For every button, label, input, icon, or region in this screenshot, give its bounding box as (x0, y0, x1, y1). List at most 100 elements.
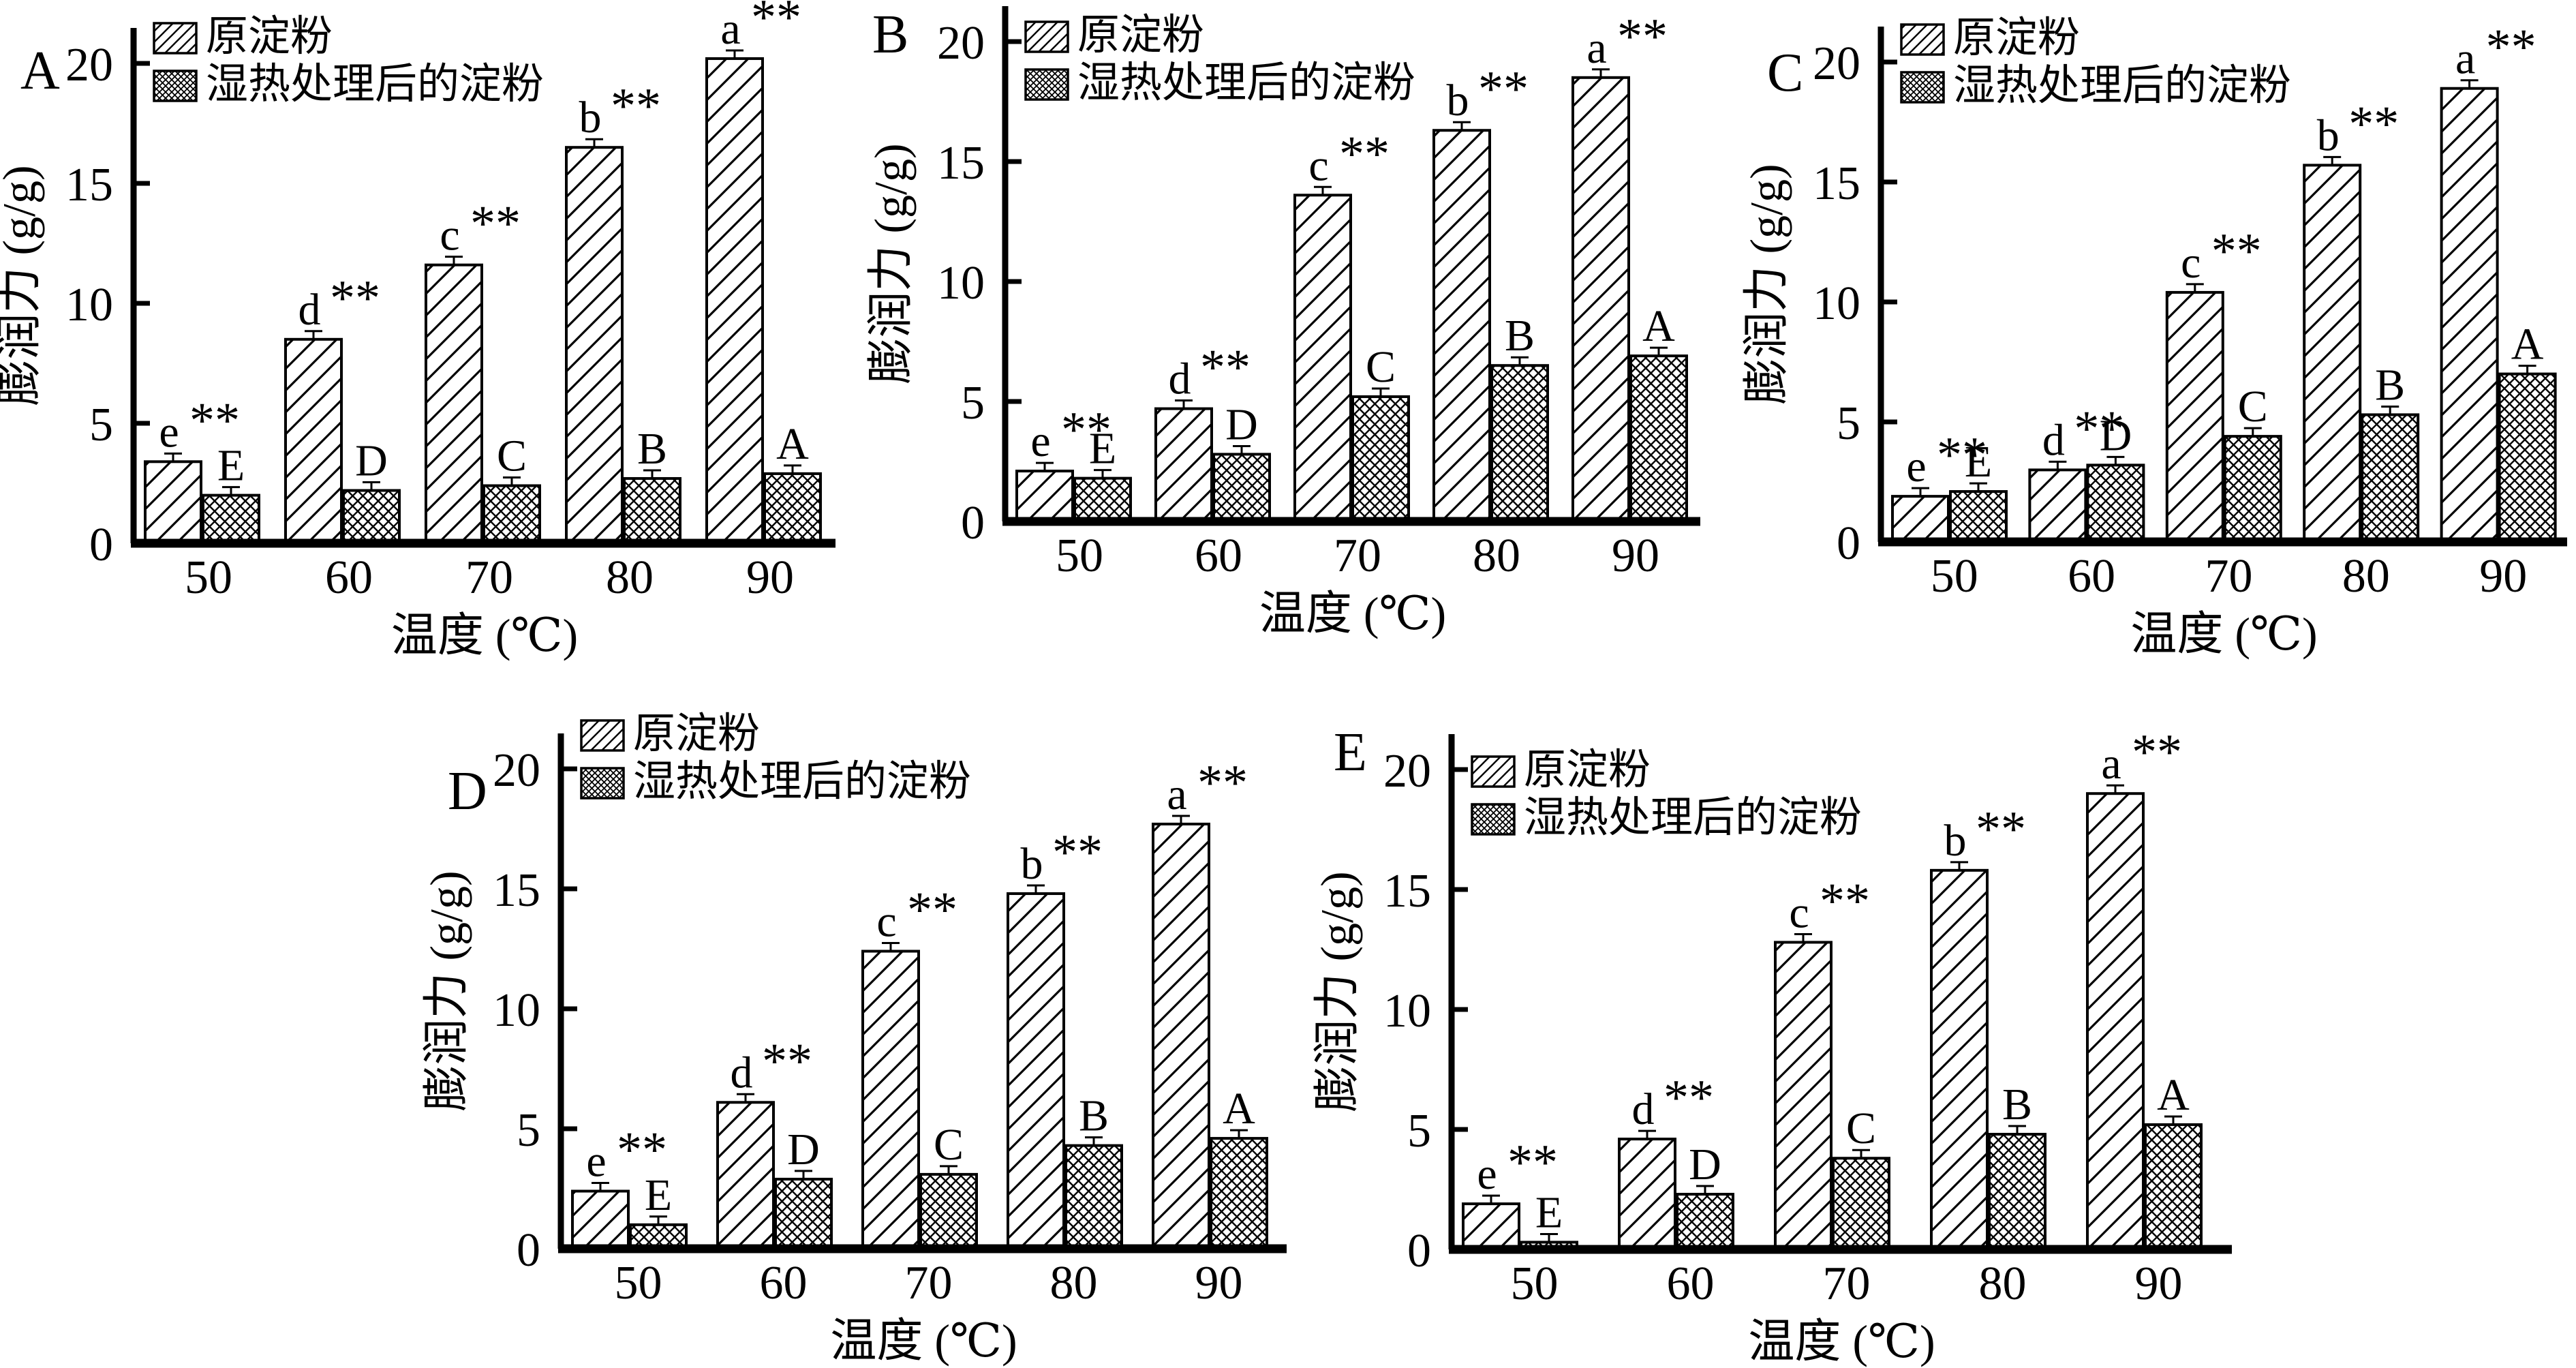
y-tick-label-5: 5 (1837, 397, 1860, 450)
bar-native-60 (284, 337, 343, 545)
sig-stars-60: ** (1663, 1070, 1714, 1126)
legend-swatch-native-icon (1471, 755, 1516, 788)
sig-letter-treated-80: B (2375, 360, 2405, 410)
error-bar-native-60 (1638, 1129, 1656, 1140)
x-axis-title: 温度 (℃) (1259, 588, 1446, 639)
y-tick-label-0: 0 (1407, 1225, 1431, 1277)
bar-native-50 (571, 1189, 630, 1251)
sig-letter-native-80: b (1447, 76, 1469, 125)
error-bar-native-50 (1912, 487, 1929, 497)
error-bar-native-80 (2323, 155, 2342, 166)
bar-native-80 (1432, 129, 1491, 523)
sig-letter-native-70: c (1308, 140, 1328, 190)
y-tick-label-0: 0 (89, 519, 113, 571)
legend-label-native: 原淀粉 (206, 14, 333, 60)
sig-letter-treated-60: D (1689, 1140, 1721, 1189)
error-bar-native-90 (726, 49, 743, 59)
sig-letter-native-50: e (159, 407, 179, 457)
error-bar-native-70 (1314, 185, 1332, 196)
legend-label-treated: 湿热处理后的淀粉 (1524, 795, 1862, 841)
sig-letter-native-50: e (1477, 1149, 1497, 1199)
x-tick-label-70: 70 (2205, 550, 2253, 603)
sig-letter-treated-50: E (1535, 1187, 1563, 1237)
bar-native-80 (565, 146, 624, 545)
y-tick-label-10: 10 (1813, 277, 1860, 330)
sig-stars-80: ** (1052, 825, 1103, 881)
x-tick-label-50: 50 (1056, 530, 1103, 582)
error-bar-native-90 (1592, 68, 1610, 78)
legend-label-native: 原淀粉 (1524, 747, 1651, 793)
y-tick-label-10: 10 (493, 984, 540, 1037)
sig-stars-90: ** (751, 0, 801, 46)
y-tick-label-20: 20 (493, 744, 540, 797)
error-bar-treated-70 (503, 476, 521, 486)
sig-stars-80: ** (611, 78, 661, 134)
sig-stars-90: ** (1197, 755, 1248, 811)
bar-native-50 (1891, 495, 1950, 543)
sig-stars-60: ** (1200, 340, 1251, 396)
bar-treated-90 (1629, 354, 1688, 523)
legend-label-treated: 湿热处理后的淀粉 (206, 61, 544, 108)
error-bar-treated-80 (2008, 1125, 2026, 1135)
bar-treated-70 (1351, 395, 1410, 523)
x-axis-title: 温度 (℃) (391, 609, 578, 661)
legend-swatch-native-icon (580, 719, 625, 752)
error-bar-treated-70 (940, 1165, 957, 1174)
panel-label: B (872, 5, 908, 65)
sig-letter-treated-90: A (1223, 1084, 1255, 1134)
bar-native-70 (425, 263, 483, 545)
sig-letter-treated-50: E (217, 441, 245, 491)
y-axis-title: 膨润力 (g/g) (1741, 164, 1792, 404)
sig-stars-60: ** (2074, 401, 2124, 457)
x-tick-label-70: 70 (465, 551, 513, 604)
x-tick-label-60: 60 (1195, 530, 1242, 582)
y-tick-label-0: 0 (961, 497, 985, 549)
x-axis-title: 温度 (℃) (1748, 1316, 1935, 1367)
bar-treated-60 (774, 1177, 833, 1251)
y-tick-label-0: 0 (1837, 517, 1860, 570)
error-bar-native-80 (585, 138, 603, 148)
legend-swatch-treated-icon (1024, 68, 1069, 101)
sig-letter-treated-70: C (1846, 1104, 1876, 1153)
legend-label-native: 原淀粉 (633, 711, 760, 757)
x-tick-label-80: 80 (2342, 550, 2390, 603)
sig-stars-70: ** (2211, 224, 2262, 279)
error-bar-treated-60 (1233, 444, 1251, 455)
y-tick-label-15: 15 (493, 864, 540, 917)
y-tick-label-20: 20 (65, 39, 113, 91)
error-bar-treated-80 (1085, 1136, 1103, 1146)
sig-stars-50: ** (189, 393, 240, 449)
sig-letter-treated-50: E (645, 1170, 672, 1220)
legend-swatch-native-icon (1900, 23, 1945, 56)
bar-treated-60 (1212, 453, 1271, 523)
bar-treated-60 (342, 489, 401, 545)
sig-letter-native-80: b (1944, 816, 1967, 866)
y-tick-label-15: 15 (1383, 865, 1431, 917)
bar-native-70 (1293, 194, 1352, 523)
bar-native-60 (716, 1101, 775, 1251)
sig-letter-native-80: b (1021, 839, 1043, 889)
y-tick-label-20: 20 (1383, 745, 1431, 797)
error-bar-native-80 (1453, 121, 1471, 131)
error-bar-native-70 (445, 256, 463, 265)
bar-treated-50 (202, 493, 260, 545)
bar-native-90 (705, 57, 764, 545)
error-bar-native-60 (1175, 399, 1193, 409)
sig-letter-native-90: a (2455, 34, 2475, 84)
sig-letter-treated-50: E (1089, 424, 1116, 474)
y-tick-label-10: 10 (1383, 985, 1431, 1037)
x-axis-title: 温度 (℃) (830, 1315, 1017, 1367)
panel-label: A (20, 41, 60, 101)
sig-letter-treated-90: A (2511, 320, 2544, 369)
y-tick-label-20: 20 (1813, 37, 1860, 90)
bar-native-80 (1930, 868, 1989, 1251)
y-tick-label-5: 5 (517, 1104, 540, 1157)
error-bar-native-80 (1950, 861, 1968, 870)
error-bar-native-50 (1482, 1194, 1500, 1204)
bar-treated-60 (2086, 463, 2145, 543)
x-tick-label-90: 90 (1195, 1257, 1243, 1309)
error-bar-treated-50 (1094, 469, 1111, 478)
sig-letter-native-90: a (2101, 739, 2121, 789)
